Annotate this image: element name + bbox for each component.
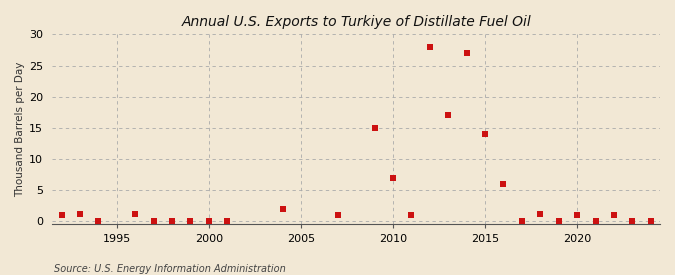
Point [554, 219, 564, 223]
Point [203, 219, 214, 223]
Point [627, 219, 638, 223]
Point [516, 219, 527, 223]
Point [130, 212, 140, 217]
Point [498, 182, 509, 186]
Point [609, 213, 620, 217]
Text: Source: U.S. Energy Information Administration: Source: U.S. Energy Information Administ… [54, 264, 286, 274]
Point [406, 213, 416, 217]
Point [93, 219, 104, 223]
Point [369, 126, 380, 130]
Point [222, 219, 233, 223]
Point [56, 213, 67, 217]
Point [332, 213, 343, 217]
Point [74, 212, 85, 217]
Point [443, 113, 454, 118]
Point [535, 212, 545, 216]
Point [480, 132, 491, 136]
Point [461, 51, 472, 55]
Point [425, 45, 435, 49]
Y-axis label: Thousand Barrels per Day: Thousand Barrels per Day [15, 62, 25, 197]
Point [590, 219, 601, 223]
Point [167, 219, 178, 223]
Point [387, 175, 398, 180]
Point [572, 213, 583, 217]
Title: Annual U.S. Exports to Turkiye of Distillate Fuel Oil: Annual U.S. Exports to Turkiye of Distil… [182, 15, 531, 29]
Point [277, 207, 288, 211]
Point [645, 219, 656, 223]
Point [185, 219, 196, 223]
Point [148, 219, 159, 223]
